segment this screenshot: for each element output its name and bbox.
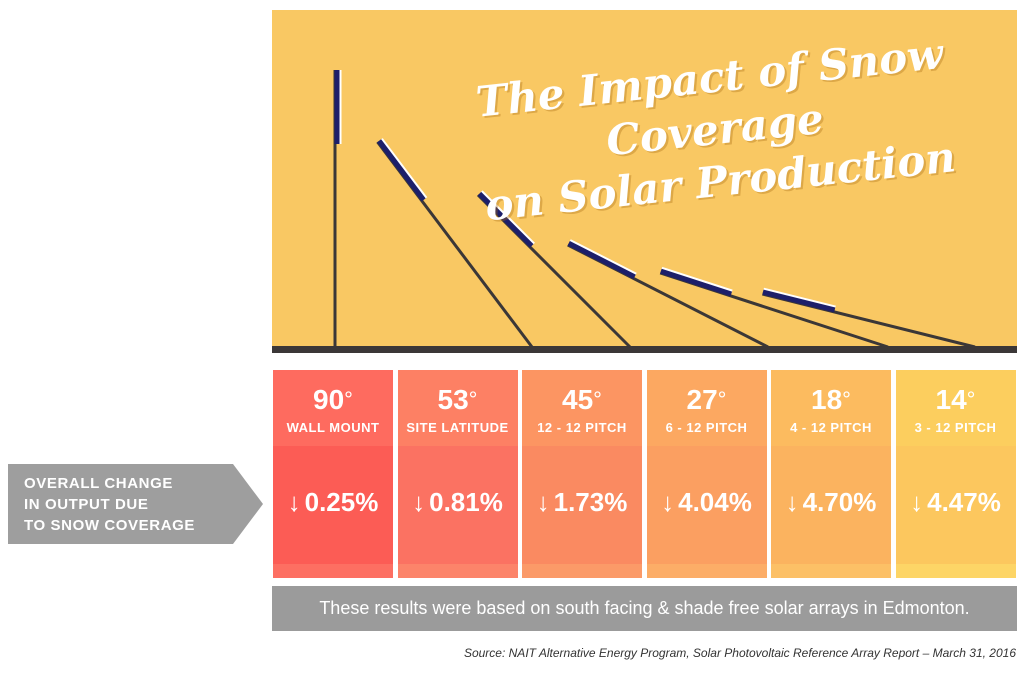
column-footer-strip: [895, 564, 1016, 578]
column-value-cell: ↓ 1.73%: [522, 446, 642, 564]
footnote-banner: These results were based on south facing…: [272, 586, 1017, 631]
degree-symbol: °: [717, 387, 727, 412]
snow-layer: [380, 138, 428, 199]
output-change-value: ↓ 4.04%: [647, 486, 767, 518]
result-column: 53° SITE LATITUDE ↓ 0.81%: [397, 370, 518, 578]
result-column: 27° 6 - 12 PITCH ↓ 4.04%: [646, 370, 767, 578]
snow-layer: [569, 239, 637, 276]
solar-panel-icon: [660, 268, 733, 297]
angle-label: 27°: [647, 384, 767, 416]
degree-symbol: °: [344, 387, 353, 412]
column-header: 53° SITE LATITUDE: [397, 370, 518, 446]
column-header: 14° 3 - 12 PITCH: [895, 370, 1016, 446]
angle-label: 90°: [273, 384, 393, 416]
down-arrow-icon: ↓: [412, 487, 426, 517]
row-label-line-3: TO SNOW COVERAGE: [24, 517, 196, 534]
result-column: 90° WALL MOUNT ↓ 0.25%: [273, 370, 393, 578]
degree-symbol: °: [842, 387, 851, 412]
source-citation: Source: NAIT Alternative Energy Program,…: [463, 646, 1016, 660]
mount-type-label: SITE LATITUDE: [406, 420, 509, 435]
percent-value: 4.47%: [927, 487, 1001, 517]
solar-panel-icon: [762, 289, 836, 313]
angle-label: 18°: [771, 384, 891, 416]
row-label-arrow: OVERALL CHANGE IN OUTPUT DUE TO SNOW COV…: [8, 464, 263, 544]
snow-layer: [480, 190, 535, 245]
snow-layer: [661, 266, 733, 293]
angle-value: 53: [437, 384, 469, 415]
column-value-cell: ↓ 0.81%: [397, 446, 518, 564]
column-value-cell: ↓ 4.04%: [646, 446, 767, 564]
solar-panel-icon: [477, 191, 534, 248]
row-label-line-1: OVERALL CHANGE: [24, 475, 173, 492]
column-header: 45° 12 - 12 PITCH: [522, 370, 642, 446]
ground-line: [272, 346, 1017, 353]
angle-value: 45: [562, 384, 594, 415]
mount-type-label: WALL MOUNT: [286, 420, 380, 435]
result-column: 14° 3 - 12 PITCH ↓ 4.47%: [895, 370, 1016, 578]
result-column: 45° 12 - 12 PITCH ↓ 1.73%: [522, 370, 642, 578]
down-arrow-icon: ↓: [287, 487, 301, 517]
column-header: 90° WALL MOUNT: [273, 370, 393, 446]
mounts-group: [333, 70, 976, 349]
column-footer-strip: [522, 564, 642, 578]
mount-type-label: 3 - 12 PITCH: [914, 420, 997, 435]
angle-value: 27: [686, 384, 718, 415]
column-footer-strip: [771, 564, 891, 578]
down-arrow-icon: ↓: [910, 487, 924, 517]
mount-type-label: 4 - 12 PITCH: [790, 420, 872, 435]
mount-type-label: 12 - 12 PITCH: [537, 420, 627, 435]
degree-symbol: °: [593, 387, 602, 412]
column-footer-strip: [646, 564, 767, 578]
angle-label: 14°: [896, 384, 1016, 416]
illustration-panel: [272, 10, 1017, 350]
output-change-value: ↓ 4.47%: [896, 486, 1016, 518]
percent-value: 0.25%: [304, 487, 379, 517]
degree-symbol: °: [966, 387, 976, 412]
down-arrow-icon: ↓: [536, 487, 550, 517]
percent-value: 0.81%: [429, 487, 503, 517]
angle-value: 90: [313, 384, 345, 415]
column-footer-strip: [273, 564, 393, 578]
column-footer-strip: [397, 564, 518, 578]
mount-type-label: 6 - 12 PITCH: [665, 420, 748, 435]
result-column: 18° 4 - 12 PITCH ↓ 4.70%: [771, 370, 891, 578]
output-change-value: ↓ 4.70%: [771, 486, 891, 518]
angle-value: 18: [811, 384, 843, 415]
row-label: OVERALL CHANGE IN OUTPUT DUE TO SNOW COV…: [24, 473, 224, 536]
percent-value: 4.04%: [678, 487, 752, 517]
column-header: 18° 4 - 12 PITCH: [771, 370, 891, 446]
angle-label: 53°: [398, 384, 518, 416]
angle-value: 14: [935, 384, 967, 415]
solar-panel-icon: [567, 240, 636, 280]
output-change-value: ↓ 1.73%: [522, 486, 642, 518]
down-arrow-icon: ↓: [661, 487, 675, 517]
solar-panel-icon: [377, 139, 426, 202]
down-arrow-icon: ↓: [785, 487, 799, 517]
column-value-cell: ↓ 4.47%: [895, 446, 1016, 564]
output-change-value: ↓ 0.25%: [273, 486, 393, 518]
degree-symbol: °: [468, 387, 478, 412]
column-value-cell: ↓ 0.25%: [273, 446, 393, 564]
angle-label: 45°: [522, 384, 642, 416]
column-value-cell: ↓ 4.70%: [771, 446, 891, 564]
percent-value: 4.70%: [802, 487, 877, 517]
column-header: 27° 6 - 12 PITCH: [646, 370, 767, 446]
snow-layer: [763, 287, 836, 309]
percent-value: 1.73%: [553, 487, 628, 517]
output-change-value: ↓ 0.81%: [398, 486, 518, 518]
row-label-line-2: IN OUTPUT DUE: [24, 496, 149, 513]
